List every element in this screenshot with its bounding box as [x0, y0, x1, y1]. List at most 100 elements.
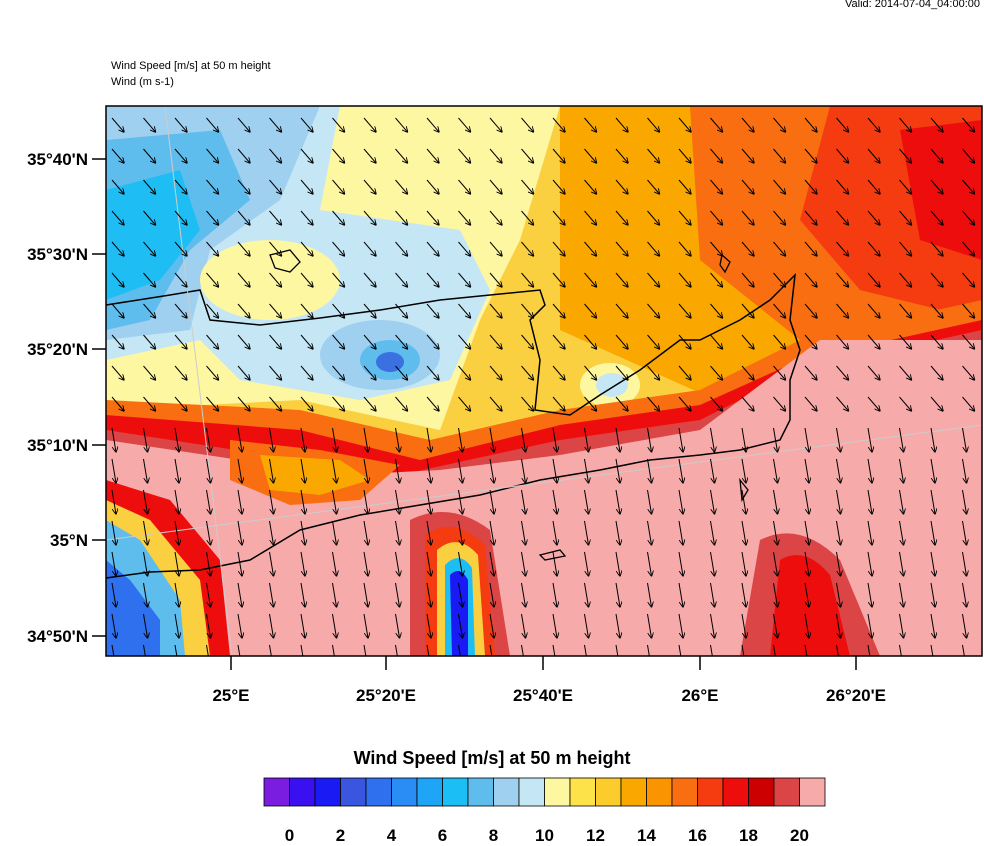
wind-arrow — [143, 334, 156, 349]
wind-arrow — [678, 582, 683, 607]
wind-arrow — [741, 179, 754, 194]
colorbar-swatch — [314, 777, 341, 807]
wind-arrow — [269, 272, 282, 287]
wind-arrow — [395, 179, 408, 194]
wind-arrow — [552, 210, 565, 225]
wind-arrow — [395, 520, 400, 545]
wind-arrow — [899, 427, 904, 452]
wind-arrow — [804, 551, 809, 576]
wind-arrow — [174, 117, 187, 132]
wind-arrow — [899, 613, 904, 638]
wind-arrow — [426, 148, 439, 163]
wind-arrow — [615, 520, 620, 545]
colorbar-swatch — [365, 777, 392, 807]
wind-arrow — [143, 396, 156, 411]
wind-arrow — [521, 551, 526, 576]
wind-arrow — [174, 458, 179, 483]
wind-arrow — [300, 365, 313, 380]
wind-arrow — [962, 644, 965, 656]
wind-arrow — [647, 334, 660, 349]
wind-arrow — [269, 520, 274, 545]
wind-arrow — [143, 210, 156, 225]
wind-arrow — [174, 179, 187, 194]
wind-arrow — [930, 241, 943, 256]
wind-arrow — [237, 551, 242, 576]
wind-arrow — [111, 613, 116, 638]
wind-arrow — [174, 396, 187, 411]
wind-arrow — [647, 427, 652, 452]
wind-arrow — [899, 365, 912, 380]
wind-arrow — [867, 272, 880, 287]
wind-arrow — [741, 210, 754, 225]
wind-arrow — [237, 520, 242, 545]
wind-arrow — [269, 489, 274, 514]
wind-arrow — [111, 458, 116, 483]
wind-arrow — [300, 427, 305, 452]
wind-arrow — [332, 489, 337, 514]
colorbar-tick-label: 6 — [437, 826, 448, 845]
wind-arrow — [867, 520, 872, 545]
wind-arrow — [804, 365, 817, 380]
wind-arrow — [395, 210, 408, 225]
wind-arrow — [363, 489, 368, 514]
wind-arrow — [867, 365, 880, 380]
wind-arrow — [741, 644, 745, 656]
wind-arrow — [426, 334, 439, 349]
wind-arrow — [332, 644, 335, 656]
wind-arrow — [489, 644, 493, 656]
wind-arrow — [237, 365, 250, 380]
wind-arrow — [615, 551, 620, 576]
colorbar-tick-label: 8 — [488, 826, 499, 845]
wind-arrow — [678, 179, 691, 194]
wind-arrow — [930, 210, 943, 225]
wind-arrow — [804, 489, 809, 514]
wind-arrow — [899, 334, 912, 349]
wind-arrow — [836, 489, 841, 514]
wind-arrow — [836, 334, 849, 349]
wind-arrow — [647, 303, 660, 318]
wind-arrow — [489, 241, 502, 256]
wind-arrow — [237, 458, 242, 483]
plot-subtitle: Wind (m s-1) — [111, 76, 174, 88]
wind-arrow — [111, 241, 124, 256]
wind-arrow — [804, 210, 817, 225]
wind-arrow — [300, 613, 305, 638]
colorbar-swatch — [442, 777, 469, 807]
wind-arrow — [332, 303, 345, 318]
wind-arrow — [867, 334, 880, 349]
wind-arrow — [678, 241, 691, 256]
wind-arrow — [489, 458, 494, 483]
wind-arrow — [867, 303, 880, 318]
colorbar-tick-label: 2 — [335, 826, 346, 845]
wind-arrow — [710, 334, 723, 349]
wind-arrow — [269, 303, 282, 318]
wind-arrow — [489, 613, 494, 638]
wind-arrow — [206, 489, 211, 514]
wind-arrow — [426, 489, 431, 514]
wind-arrow — [143, 551, 148, 576]
wind-arrow — [710, 241, 723, 256]
colorbar-swatch — [416, 777, 443, 807]
wind-arrow — [930, 613, 935, 638]
wind-arrow — [174, 613, 179, 638]
colorbar-swatch — [340, 777, 367, 807]
wind-arrow — [615, 458, 620, 483]
wind-arrow — [615, 210, 628, 225]
wind-arrow — [174, 272, 187, 287]
wind-arrow — [615, 427, 620, 452]
wind-arrow — [584, 551, 589, 576]
wind-arrow — [489, 551, 494, 576]
wind-arrow — [615, 334, 628, 349]
wind-arrow — [930, 365, 943, 380]
lon-label: 25°40'E — [513, 686, 573, 705]
wind-arrow — [426, 427, 431, 452]
wind-arrow — [584, 489, 589, 514]
wind-arrow — [237, 117, 250, 132]
wind-arrow — [930, 427, 935, 452]
wind-arrow — [710, 303, 723, 318]
wind-arrow — [489, 365, 502, 380]
wind-arrow — [584, 427, 589, 452]
wind-arrow — [458, 396, 471, 411]
wind-arrow — [584, 210, 597, 225]
wind-arrow — [269, 365, 282, 380]
